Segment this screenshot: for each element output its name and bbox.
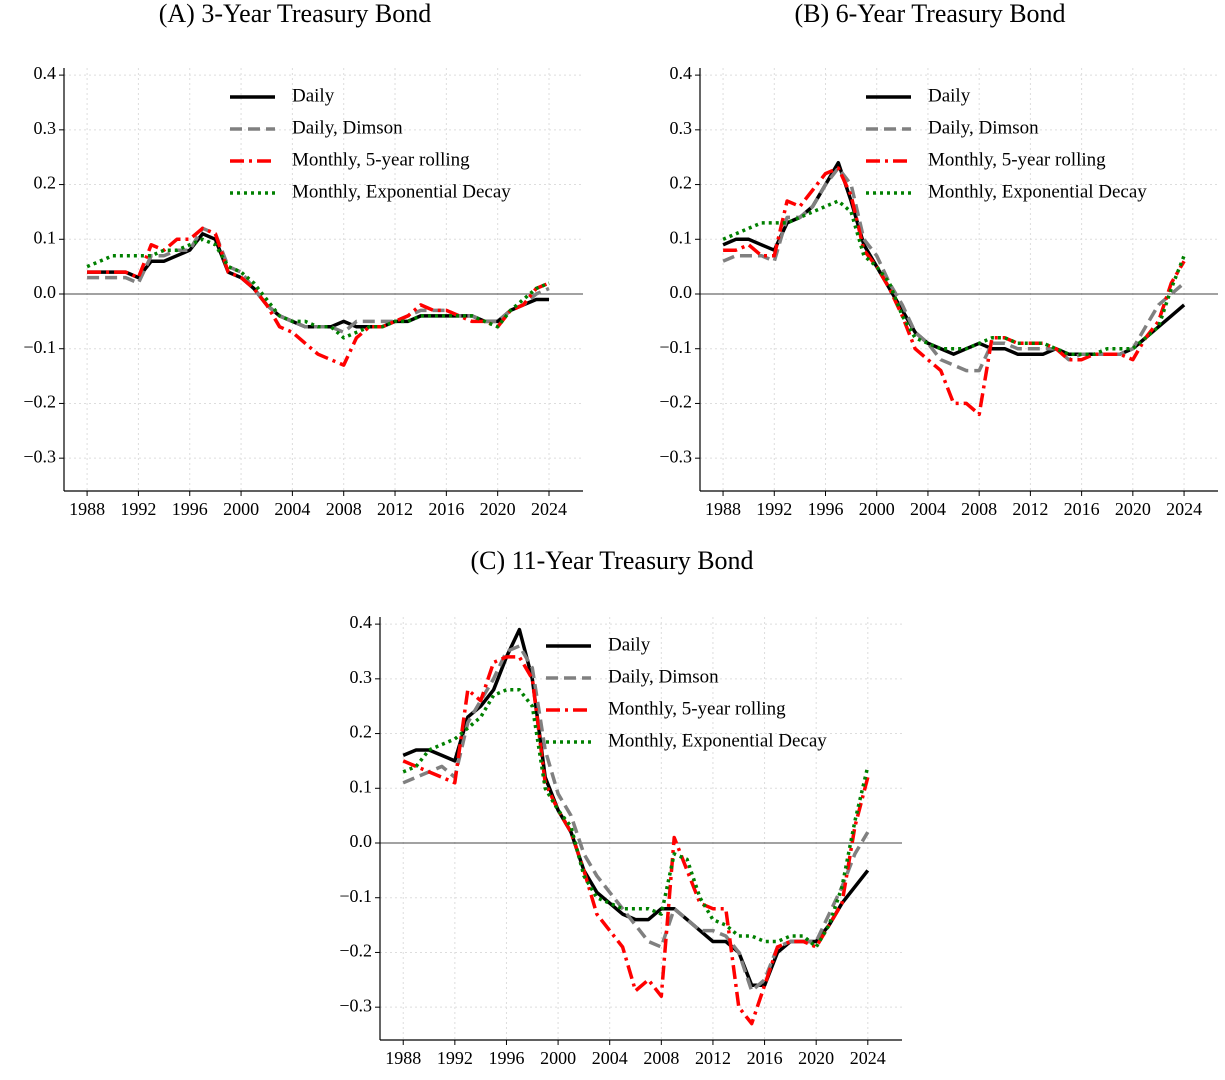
x-tick-label: 1996: [488, 1048, 524, 1068]
x-tick-label: 2012: [377, 499, 413, 519]
y-tick-label: 0.2: [670, 173, 693, 193]
y-tick-label: 0.0: [350, 831, 373, 851]
legend-label: Monthly, Exponential Decay: [608, 730, 827, 751]
x-tick-label: 2020: [480, 499, 516, 519]
y-tick-label: 0.4: [670, 63, 693, 83]
x-tick-label: 2024: [1166, 499, 1202, 519]
x-tick-label: 1988: [385, 1048, 421, 1068]
x-tick-label: 1992: [437, 1048, 473, 1068]
y-tick-label: 0.2: [350, 722, 373, 742]
x-tick-label: 2004: [274, 499, 310, 519]
legend-label: Monthly, 5-year rolling: [928, 149, 1106, 170]
legend-label: Daily, Dimson: [928, 117, 1039, 138]
x-tick-label: 2024: [531, 499, 567, 519]
x-tick-label: 2000: [540, 1048, 576, 1068]
legend-label: Daily, Dimson: [608, 666, 719, 687]
series-line: [402, 655, 870, 1026]
x-tick-label: 2000: [223, 499, 259, 519]
subplot-title: (A) 3-Year Treasury Bond: [159, 0, 432, 28]
legend-label: Monthly, 5-year rolling: [608, 698, 786, 719]
y-tick-label: 0.1: [350, 776, 373, 796]
x-tick-label: 2000: [859, 499, 895, 519]
x-tick-label: 1992: [120, 499, 156, 519]
series-line: [723, 166, 1186, 417]
y-tick-label: −0.3: [659, 446, 692, 466]
legend-label: Daily: [608, 634, 651, 655]
x-tick-label: 2004: [592, 1048, 628, 1068]
x-tick-label: 2008: [961, 499, 997, 519]
y-tick-label: −0.1: [659, 337, 692, 357]
x-tick-label: 1988: [69, 499, 105, 519]
x-tick-label: 1996: [807, 499, 843, 519]
y-tick-label: −0.2: [339, 941, 372, 961]
y-tick-label: 0.0: [670, 282, 693, 302]
x-tick-label: 2016: [1064, 499, 1100, 519]
x-tick-label: 2012: [695, 1048, 731, 1068]
subplot-title: (B) 6-Year Treasury Bond: [794, 0, 1065, 28]
x-tick-label: 2008: [643, 1048, 679, 1068]
y-tick-label: 0.0: [34, 282, 57, 302]
x-tick-label: 1992: [756, 499, 792, 519]
x-tick-label: 2008: [326, 499, 362, 519]
x-tick-label: 2016: [747, 1048, 783, 1068]
legend-label: Daily: [928, 85, 971, 106]
series-line: [87, 226, 550, 335]
legend-label: Daily: [292, 85, 335, 106]
legend-label: Monthly, 5-year rolling: [292, 149, 470, 170]
y-tick-label: −0.2: [659, 392, 692, 412]
y-tick-label: 0.2: [34, 173, 57, 193]
series-line: [402, 644, 870, 993]
subplot-title: (C) 11-Year Treasury Bond: [470, 546, 753, 575]
legend-label: Daily, Dimson: [292, 117, 403, 138]
legend-label: Monthly, Exponential Decay: [928, 181, 1147, 202]
x-tick-label: 2020: [1115, 499, 1151, 519]
y-tick-label: 0.1: [670, 227, 693, 247]
y-tick-label: −0.3: [23, 446, 56, 466]
y-tick-label: −0.1: [23, 337, 56, 357]
series-line: [722, 199, 1186, 356]
y-tick-label: −0.2: [23, 392, 56, 412]
series-line: [86, 237, 550, 340]
y-tick-label: −0.1: [339, 886, 372, 906]
series-line: [87, 226, 550, 367]
y-tick-label: 0.4: [350, 612, 373, 632]
x-tick-label: 2012: [1012, 499, 1048, 519]
x-tick-label: 2020: [798, 1048, 834, 1068]
y-tick-label: 0.3: [34, 118, 57, 138]
y-tick-label: −0.3: [339, 995, 372, 1015]
series-line: [402, 688, 870, 949]
x-tick-label: 2016: [428, 499, 464, 519]
y-tick-label: 0.4: [34, 63, 57, 83]
series-line: [722, 166, 1186, 373]
y-tick-label: 0.1: [34, 227, 57, 247]
y-tick-label: 0.3: [670, 118, 693, 138]
legend-label: Monthly, Exponential Decay: [292, 181, 511, 202]
x-tick-label: 2024: [850, 1048, 886, 1068]
x-tick-label: 1988: [705, 499, 741, 519]
x-tick-label: 2004: [910, 499, 946, 519]
x-tick-label: 1996: [172, 499, 208, 519]
y-tick-label: 0.3: [350, 667, 373, 687]
